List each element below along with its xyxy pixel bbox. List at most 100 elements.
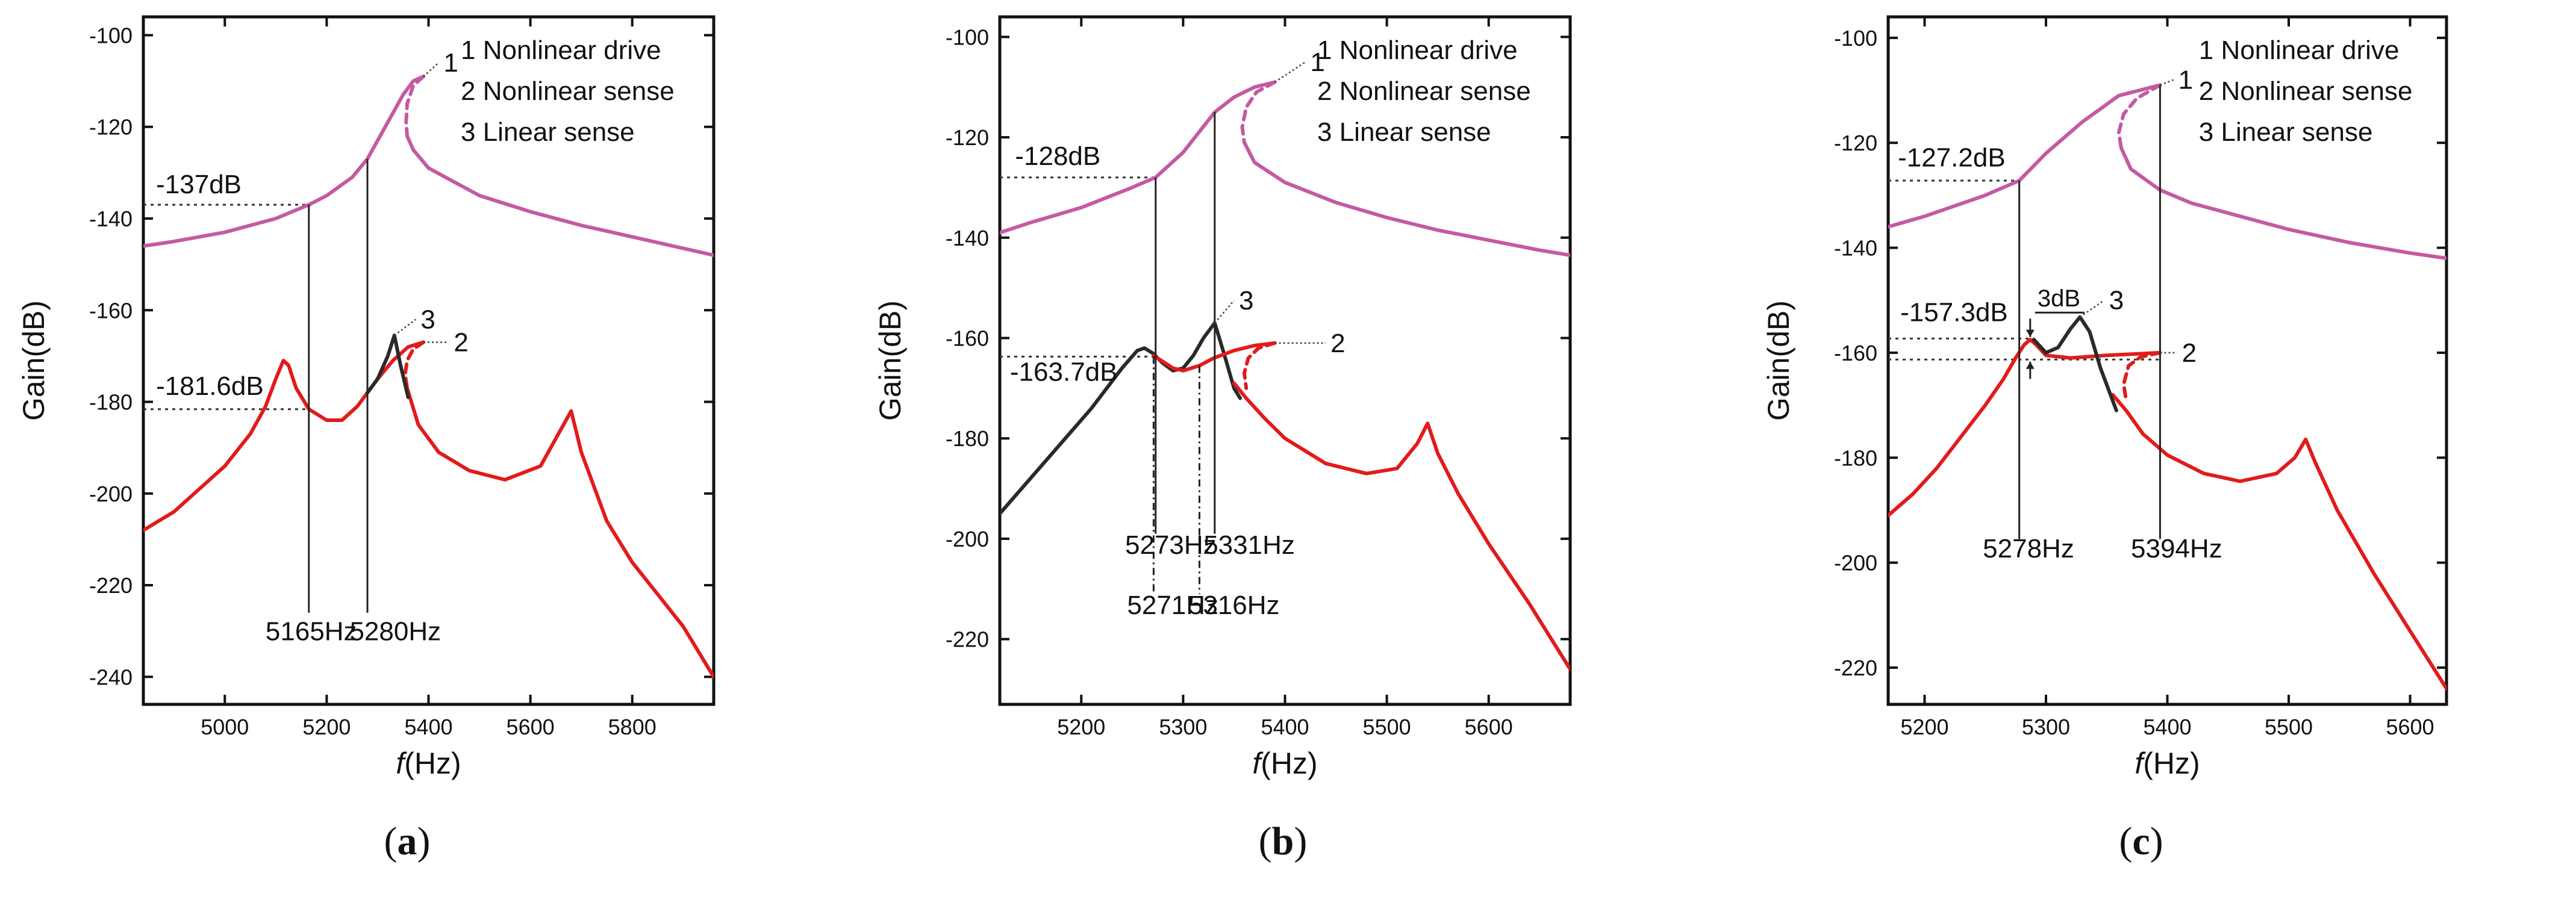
x-tick-label: 5200: [1900, 715, 1948, 739]
x-tick-label: 5200: [302, 715, 351, 739]
legend-entry: 3 Linear sense: [2199, 117, 2373, 147]
y-tick-label: -180: [946, 426, 989, 451]
callout-leader: [423, 62, 440, 77]
legend-entry: 2 Nonlinear sense: [2199, 76, 2413, 106]
y-tick-label: -200: [89, 482, 133, 506]
y-tick-label: -160: [89, 298, 133, 323]
y-axis-label: Gain(dB): [1762, 300, 1795, 421]
panel-a: 5000 5200 5400 5600 5800 -100 -120 -140 -160 -180…: [17, 15, 716, 780]
db-label: -163.7dB: [1010, 357, 1118, 386]
series-linear-sense: [2032, 315, 2118, 412]
y-axis-label: Gain(dB): [873, 300, 907, 421]
y-tick-label: -120: [1834, 131, 1877, 155]
frequency-label: 5271Hz: [1127, 591, 1218, 620]
plot-area: [143, 75, 714, 679]
x-tick-label: 5200: [1057, 715, 1105, 739]
frequency-label: 5331Hz: [1203, 530, 1295, 560]
y-tick-label: -100: [1834, 26, 1877, 51]
frequency-label: 5280Hz: [349, 616, 441, 646]
series-linear-sense-low-freq: [1000, 321, 1243, 516]
x-axis-label-unit: (Hz): [1261, 746, 1317, 780]
legend-entry: 1 Nonlinear drive: [1317, 36, 1518, 65]
x-tick-label: 5300: [1159, 715, 1207, 739]
y-tick-label: -180: [1834, 445, 1877, 470]
callout-number: 1: [1310, 48, 1324, 77]
y-tick-label: -120: [946, 125, 989, 150]
y-tick-label: -220: [1834, 656, 1877, 680]
panel-b: 5200 5300 5400 5500 5600 -100 -120 -140 -160 -180…: [873, 15, 1572, 780]
series-nonlinear-sense: [1888, 338, 2162, 518]
callout-number: 3: [1239, 286, 1253, 315]
plot-area: [1888, 83, 2447, 691]
legend-entry: 1 Nonlinear drive: [2199, 36, 2400, 65]
frequency-label: 5316Hz: [1188, 591, 1280, 620]
y-axis-label: Gain(dB): [17, 300, 51, 421]
series-nonlinear-drive-upper-branch: [405, 134, 714, 257]
x-tick-label: 5300: [2022, 715, 2070, 739]
x-tick-label: 5500: [1363, 715, 1411, 739]
y-tick-label: -140: [946, 226, 989, 250]
y-tick-label: -160: [1834, 341, 1877, 365]
x-axis-label: f(Hz): [396, 746, 461, 780]
x-axis-label: f(Hz): [1252, 746, 1317, 780]
callout-leader: [1214, 300, 1235, 324]
x-tick-label: 5400: [2143, 715, 2191, 739]
callout-number: 3: [420, 305, 435, 334]
legend-entry: 2 Nonlinear sense: [1317, 76, 1531, 106]
panel-c: 5200 5300 5400 5500 5600 -100 -120 -140 -160 -180…: [1762, 15, 2448, 780]
db-label: -137dB: [156, 170, 242, 199]
arrow-head: [2026, 329, 2035, 337]
y-tick-label: -160: [946, 326, 989, 350]
plot-area: [1000, 80, 1570, 671]
callout-leader: [2079, 299, 2105, 318]
x-axis-label: f(Hz): [2135, 746, 2200, 780]
x-tick-label: 5400: [1261, 715, 1309, 739]
callout-number: 2: [2182, 338, 2197, 368]
series-nonlinear-sense-unstable: [1242, 341, 1277, 390]
y-tick-label: -100: [89, 23, 133, 48]
x-tick-label: 5600: [507, 715, 555, 739]
series-nonlinear-drive-unstable: [1240, 80, 1277, 144]
legend-entry: 2 Nonlinear sense: [461, 76, 675, 106]
series-nonlinear-sense-upper-branch: [2110, 393, 2447, 691]
db-label: -128dB: [1015, 141, 1100, 171]
y-tick-label: -120: [89, 115, 133, 140]
callout-leader: [2159, 79, 2174, 86]
panel-label-b: (b): [1258, 819, 1308, 863]
callout-number: 2: [1330, 329, 1345, 358]
y-tick-label: -100: [946, 25, 989, 49]
x-axis-label-unit: (Hz): [404, 746, 461, 780]
y-tick-label: -200: [946, 527, 989, 551]
y-tick-label: -240: [89, 665, 133, 689]
y-tick-label: -140: [1834, 236, 1877, 261]
x-tick-label: 5800: [608, 715, 656, 739]
callout-leader: [1274, 61, 1306, 83]
series-nonlinear-drive-upper-branch: [2119, 146, 2447, 260]
series-nonlinear-drive-unstable: [2116, 83, 2162, 150]
series-nonlinear-drive: [1000, 80, 1277, 235]
y-tick-label: -200: [1834, 551, 1877, 576]
x-axis-label-unit: (Hz): [2143, 746, 2200, 780]
frequency-label: 5394Hz: [2131, 534, 2222, 563]
series-nonlinear-sense-unstable: [403, 340, 425, 390]
callout-number: 2: [454, 328, 468, 358]
x-tick-label: 5500: [2265, 715, 2313, 739]
series-nonlinear-sense-unstable: [2122, 350, 2162, 402]
db-label: -181.6dB: [156, 371, 264, 401]
y-tick-label: -220: [946, 627, 989, 652]
series-nonlinear-sense-upper-branch: [1232, 381, 1570, 671]
frequency-label: 5273Hz: [1125, 530, 1217, 560]
series-nonlinear-sense-upper-branch: [405, 386, 714, 679]
callout-number: 3: [2109, 286, 2124, 315]
x-tick-label: 5400: [404, 715, 452, 739]
series-linear-sense: [366, 334, 410, 399]
frequency-label: 5165Hz: [266, 616, 357, 646]
series-nonlinear-drive: [1888, 83, 2162, 229]
callout-number: 1: [2178, 66, 2193, 95]
db-label: -157.3dB: [1900, 298, 2008, 327]
x-tick-label: 5600: [2386, 715, 2434, 739]
callout-number: 1: [443, 48, 458, 78]
legend-entry: 3 Linear sense: [461, 117, 635, 147]
y-tick-label: -140: [89, 206, 133, 231]
x-tick-label: 5600: [1465, 715, 1513, 739]
